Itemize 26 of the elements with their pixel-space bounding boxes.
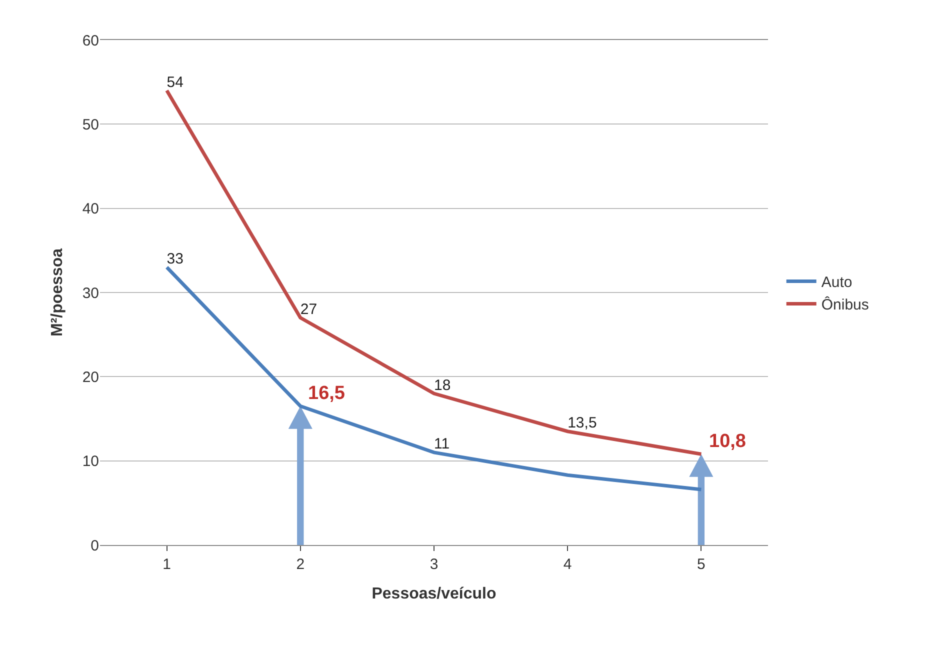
y-tick-label: 50 xyxy=(82,116,99,134)
y-tick-label: 60 xyxy=(82,32,99,50)
y-tick-label: 10 xyxy=(82,453,99,470)
x-tick-label: 5 xyxy=(697,556,706,573)
y-axis-title: M²/poessoa xyxy=(49,248,66,337)
y-tick-label: 0 xyxy=(90,537,99,554)
y-tick-label: 20 xyxy=(82,368,99,386)
y-tick-label: 30 xyxy=(82,284,99,302)
line-series xyxy=(165,88,703,456)
annotation: 10,8 xyxy=(709,431,746,452)
x-axis-title: Pessoas/veículo xyxy=(372,586,496,603)
line-series xyxy=(165,266,703,492)
y-tick-label: 40 xyxy=(82,200,99,218)
legend-label: Ônibus xyxy=(821,296,869,314)
data-label: 11 xyxy=(434,436,450,453)
legend-label: Auto xyxy=(821,274,852,292)
data-label: 18 xyxy=(434,376,451,394)
data-label: 27 xyxy=(300,301,318,318)
data-label: 54 xyxy=(166,74,184,91)
x-tick-label: 1 xyxy=(162,556,171,573)
x-tick-label: 2 xyxy=(296,556,305,573)
data-label: 13,5 xyxy=(568,414,597,432)
data-label: 33 xyxy=(166,250,184,268)
x-tick-label: 3 xyxy=(430,556,438,573)
annotation: 16,5 xyxy=(308,383,346,404)
x-tick-label: 4 xyxy=(563,556,572,573)
